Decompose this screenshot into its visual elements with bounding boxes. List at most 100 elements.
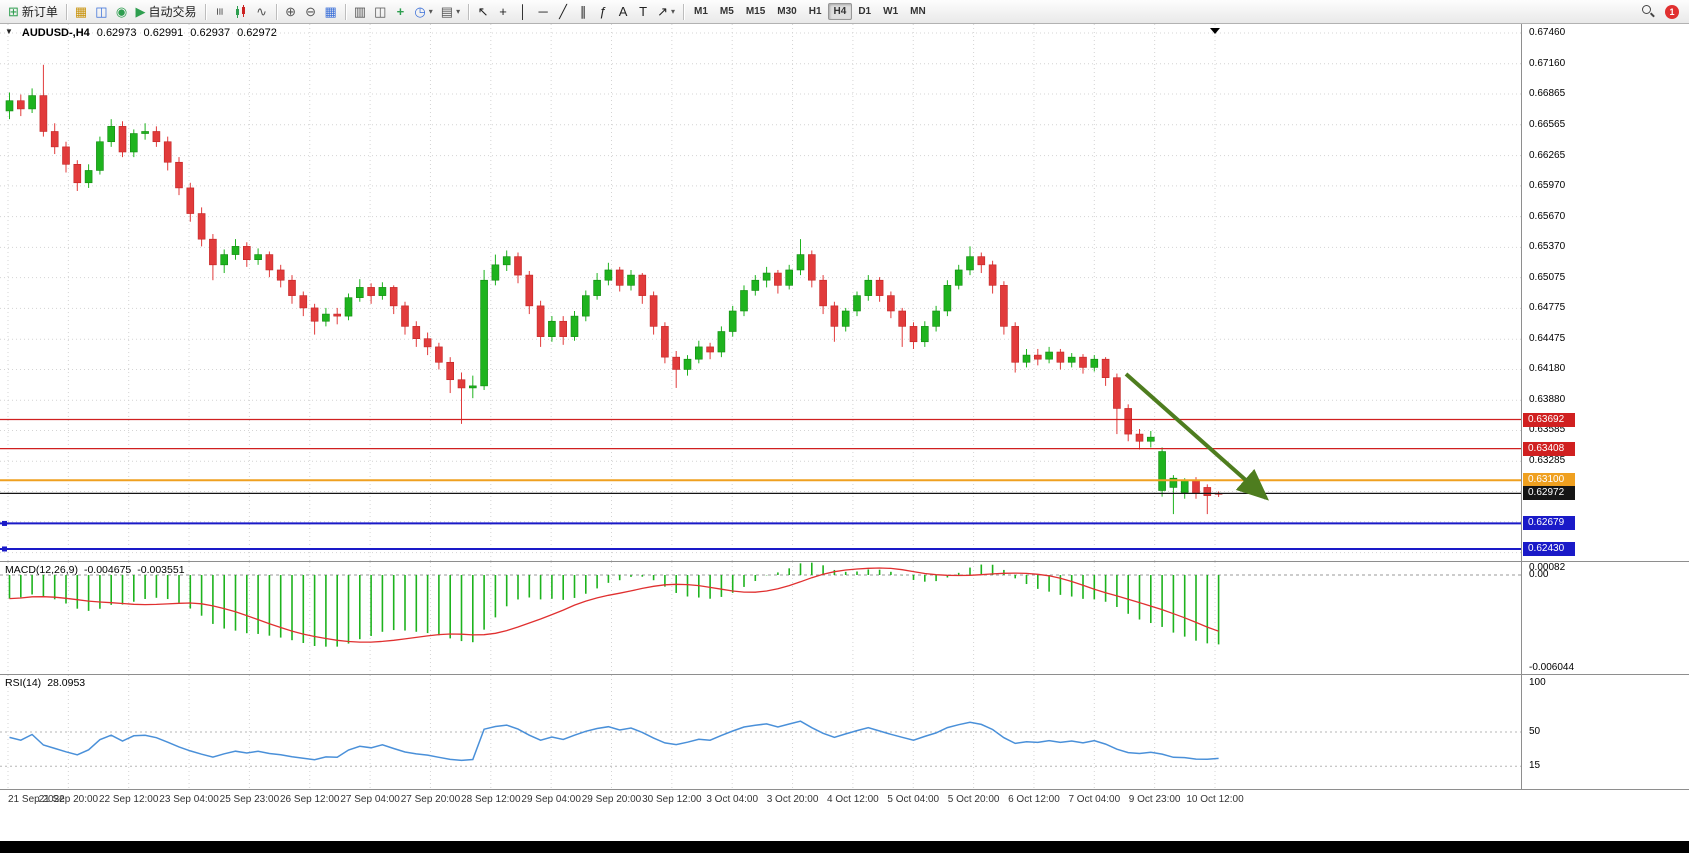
candle — [875, 277, 884, 302]
autotrading-button[interactable]: ▶ 自动交易 — [132, 2, 201, 22]
candle — [1203, 484, 1212, 515]
notification-badge[interactable]: 1 — [1665, 4, 1679, 19]
crosshair-button[interactable]: + — [493, 2, 513, 22]
time-axis[interactable]: 21 Sep 2022 21 Sep 20:00 22 Sep 12:00 23 Se… — [0, 789, 1689, 811]
vertical-line-button[interactable]: │ — [513, 2, 533, 22]
text-label-icon: T — [639, 4, 648, 19]
candle — [480, 269, 488, 390]
candlestick-icon — [235, 4, 245, 18]
candle — [220, 249, 228, 274]
cursor-button[interactable]: ↖ — [473, 2, 493, 22]
new-order-button[interactable]: ⊞ 新订单 — [4, 2, 62, 22]
candle — [118, 121, 127, 158]
shapes-button[interactable]: ↗ ▾ — [653, 2, 679, 22]
candle — [570, 310, 579, 341]
candle — [638, 273, 647, 304]
text-button[interactable]: A — [613, 2, 633, 22]
timeframe-h1[interactable]: H1 — [808, 6, 822, 17]
candle — [1113, 373, 1121, 435]
text-label-button[interactable]: T — [633, 2, 653, 22]
strategy-tester-button[interactable]: ▥ — [350, 2, 370, 22]
autotrading-play-icon: ▶ — [135, 4, 146, 19]
new-chart-button[interactable]: ▦ — [71, 2, 91, 22]
line-handle[interactable] — [2, 520, 7, 526]
timeframe-m1[interactable]: M1 — [694, 6, 708, 17]
toolbar-separator — [468, 3, 470, 20]
candle — [785, 264, 794, 290]
candle — [954, 264, 963, 290]
period-button[interactable]: ◷ ▾ — [410, 2, 436, 22]
channel-button[interactable]: ∥ — [573, 2, 593, 22]
market-depth-button[interactable]: ◫ — [370, 2, 390, 22]
timeframe-h4[interactable]: H4 — [827, 3, 853, 20]
timeframe-m30[interactable]: M30 — [777, 6, 797, 17]
fibonacci-button[interactable]: ƒ — [593, 2, 613, 22]
zoom-in-button[interactable]: ⊕ — [281, 2, 301, 22]
candle — [502, 250, 511, 271]
candle — [84, 164, 93, 188]
add-indicator-button[interactable]: + — [390, 2, 410, 22]
tile-windows-button[interactable]: ▦ — [321, 2, 341, 22]
candle — [966, 246, 974, 276]
crosshair-icon: + — [499, 4, 507, 19]
candle — [73, 160, 82, 191]
price-axis[interactable]: 0.67460 0.67160 0.66865 0.66565 0.66265 0.659… — [1521, 24, 1689, 561]
price-axis-label: 0.64775 — [1529, 302, 1566, 314]
ohlc-open: 0.62973 — [96, 27, 137, 39]
candle — [50, 123, 59, 155]
candle — [1011, 322, 1020, 373]
timeframe-w1[interactable]: W1 — [883, 6, 899, 17]
price-axis-label: 0.65970 — [1529, 179, 1566, 191]
chevron-down-icon: ▾ — [671, 6, 676, 16]
candle — [163, 136, 172, 171]
time-axis-label: 29 Sep 04:00 — [521, 794, 581, 805]
macd-axis: 0.00082 0.00 -0.006044 — [1521, 562, 1689, 674]
trend-arrow[interactable] — [1124, 372, 1269, 501]
candle — [887, 291, 895, 319]
chart-scroll-marker[interactable] — [1210, 28, 1220, 34]
macd-axis-label: 0.00082 — [1529, 562, 1566, 573]
price-tag: 0.62972 — [1523, 486, 1575, 501]
candle — [130, 129, 138, 158]
candle — [468, 375, 477, 399]
bar-chart-button[interactable]: ≡ — [210, 2, 230, 22]
new-order-icon: ⊞ — [8, 4, 19, 19]
rsi-plot[interactable]: RSI(14) 28.0953 — [0, 675, 1521, 789]
profiles-icon: ◫ — [95, 4, 108, 19]
candle — [186, 182, 195, 222]
price-tag: 0.63408 — [1523, 441, 1575, 456]
toolbar-separator — [683, 3, 685, 20]
candle — [355, 279, 364, 302]
rsi-axis-label: 50 — [1529, 726, 1541, 737]
timeframe-m5[interactable]: M5 — [719, 6, 734, 17]
candle — [254, 248, 262, 265]
candle — [796, 239, 805, 276]
candle — [525, 270, 534, 315]
collapse-icon[interactable]: ▼ — [5, 27, 13, 36]
candle — [1000, 281, 1008, 335]
line-chart-button[interactable]: ∿ — [252, 2, 272, 22]
strategy-tester-icon: ▥ — [353, 4, 367, 19]
search-button[interactable] — [1638, 2, 1659, 22]
template-button[interactable]: ▤ ▾ — [437, 2, 464, 22]
trendline-button[interactable]: ╱ — [553, 2, 573, 22]
timeframe-m15[interactable]: M15 — [745, 6, 766, 17]
candlestick-chart-button[interactable] — [230, 2, 252, 22]
candle — [491, 254, 500, 286]
main-chart-plot[interactable]: ▼ AUDUSD-,H4 0.62973 0.62991 0.62937 0.6… — [0, 24, 1521, 561]
horizontal-line-button[interactable]: ─ — [533, 2, 553, 22]
rsi-value: 28.0953 — [47, 677, 86, 689]
candle — [299, 291, 308, 317]
timeframe-d1[interactable]: D1 — [858, 6, 872, 17]
rsi-chart — [0, 675, 1521, 789]
candle — [367, 283, 375, 304]
time-axis-label: 21 Sep 2022 — [8, 794, 65, 805]
price-tag: 0.62679 — [1523, 516, 1575, 531]
line-handle[interactable] — [2, 546, 7, 552]
macd-plot[interactable]: MACD(12,26,9) -0.004675 -0.003551 — [0, 562, 1521, 674]
timeframe-mn[interactable]: MN — [910, 6, 926, 17]
zoom-out-button[interactable]: ⊖ — [301, 2, 321, 22]
data-window-button[interactable]: ◉ — [112, 2, 132, 22]
profiles-button[interactable]: ◫ — [91, 2, 111, 22]
candle — [841, 307, 850, 332]
